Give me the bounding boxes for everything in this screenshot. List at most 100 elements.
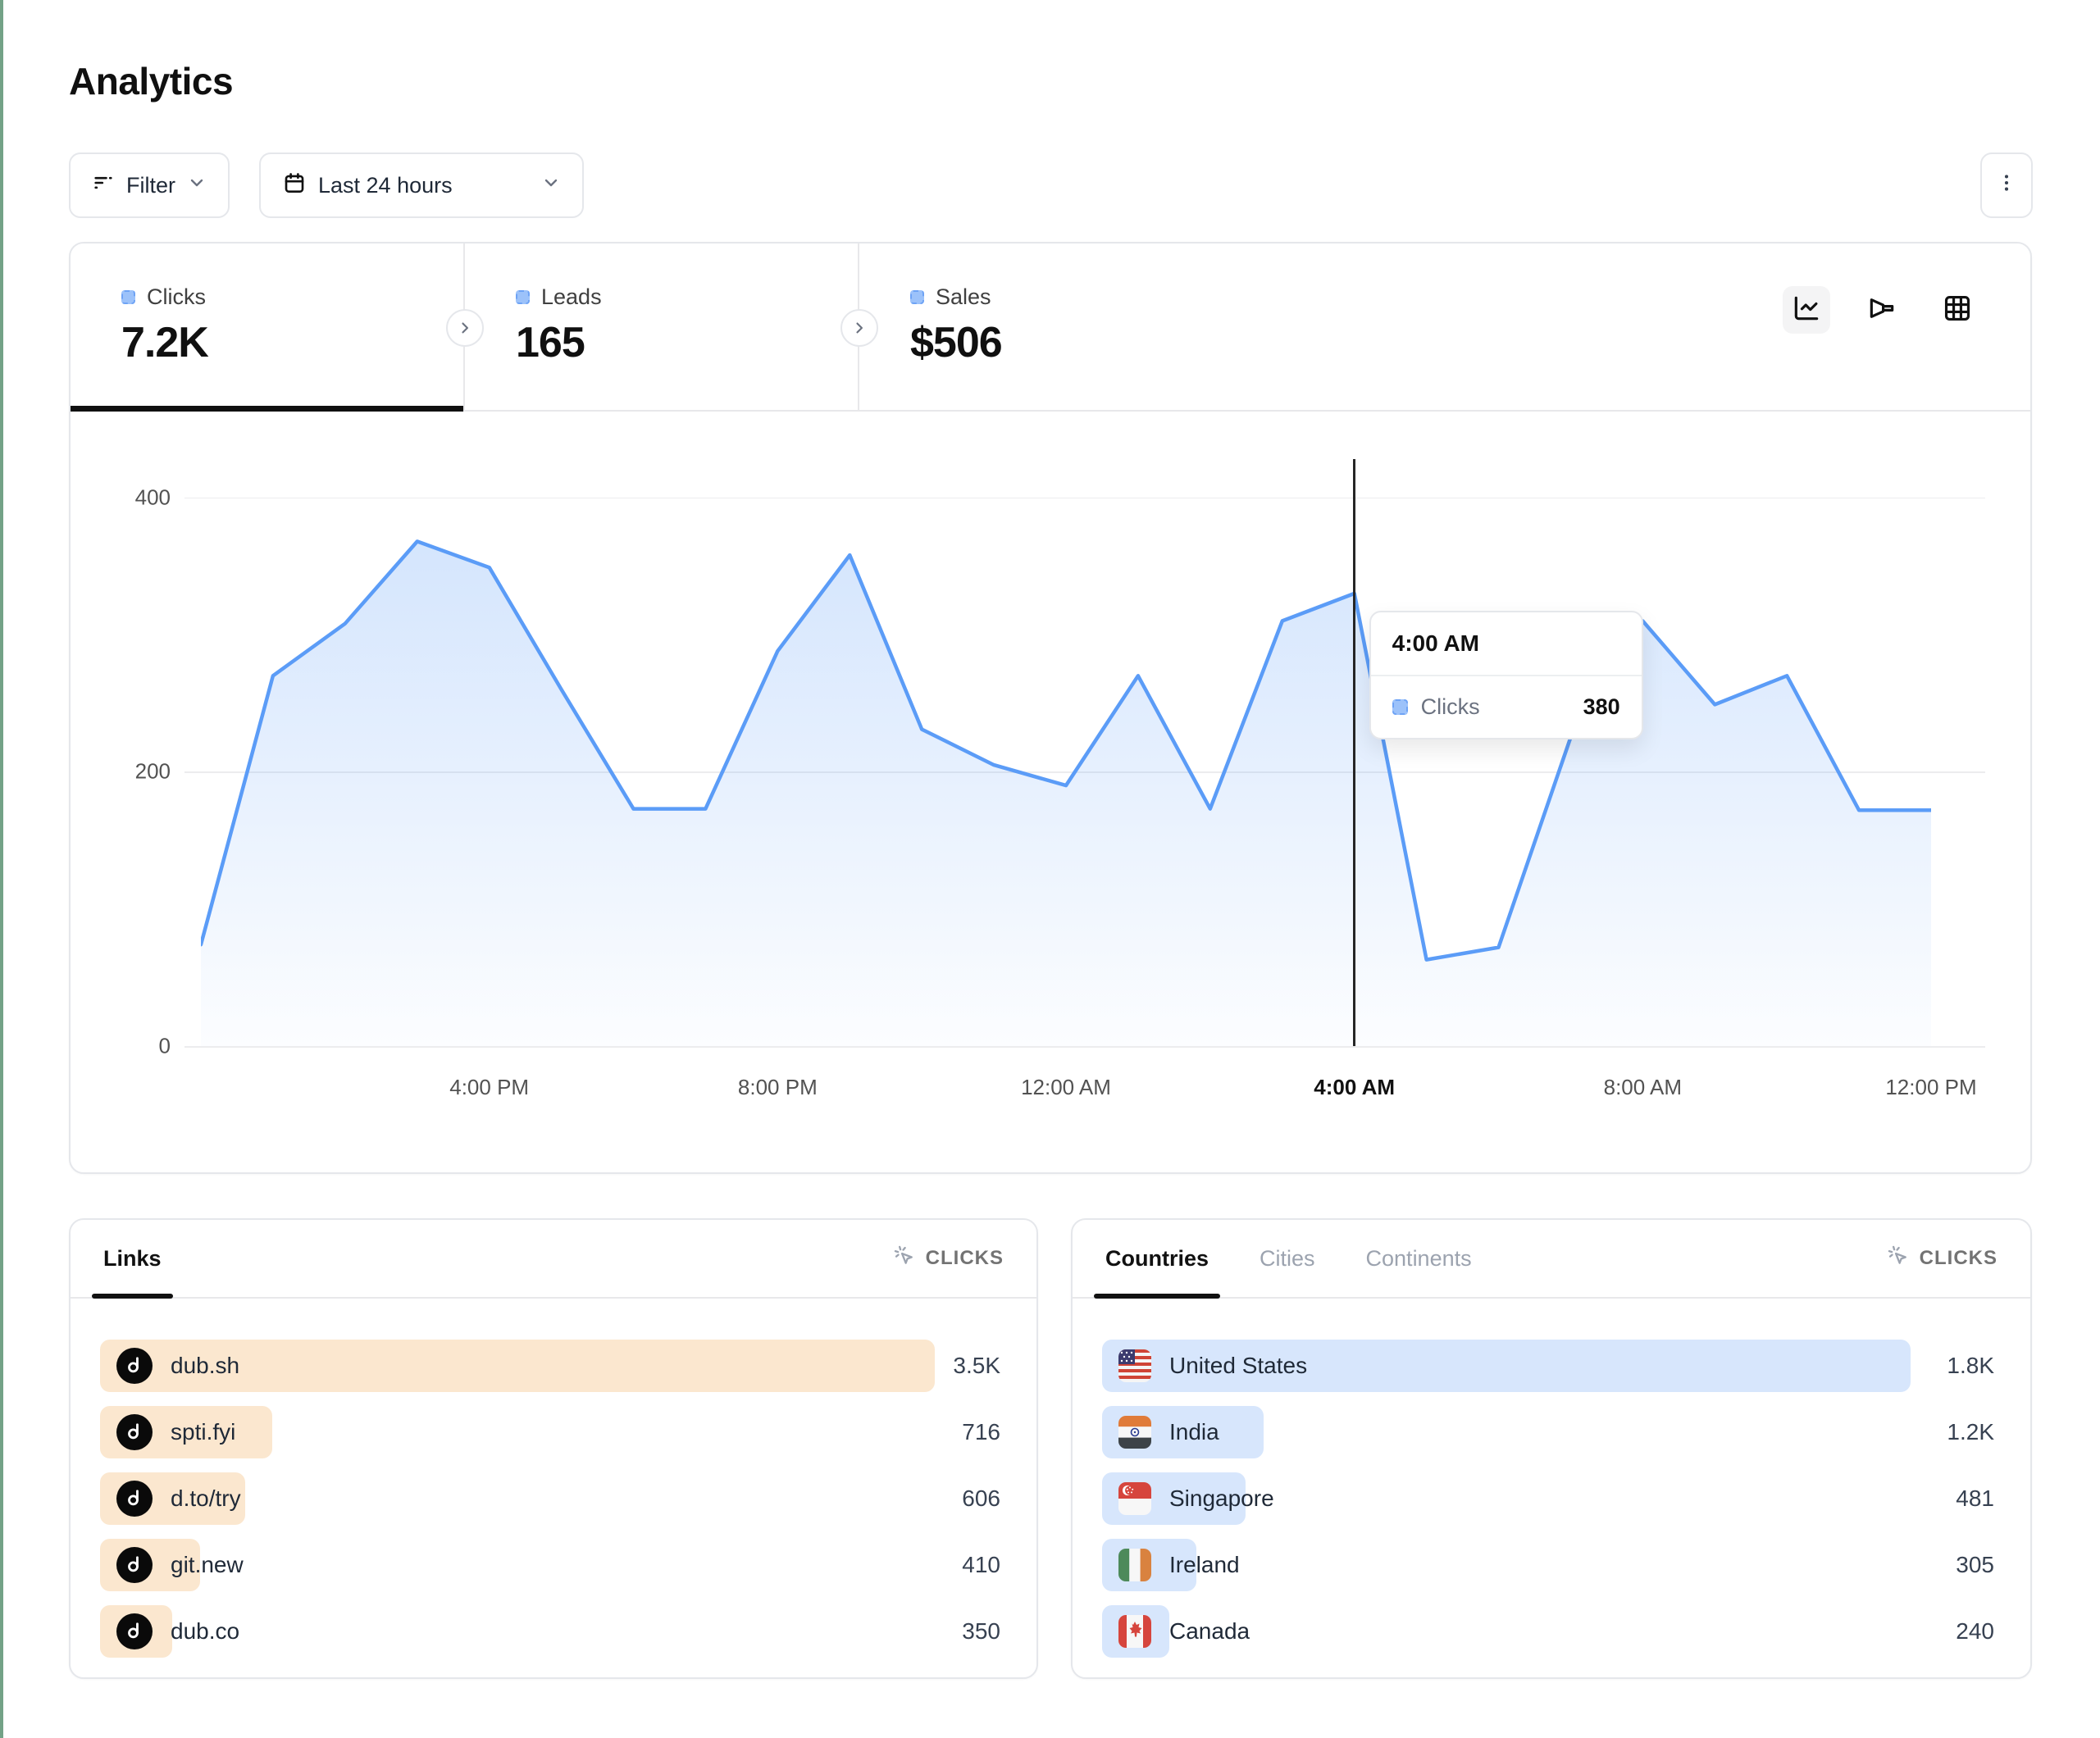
- chart-type-switcher: [1783, 286, 1981, 334]
- chevron-down-icon: [541, 173, 561, 198]
- value-bar: [1102, 1340, 1911, 1392]
- row-value: 410: [962, 1552, 1000, 1577]
- row-label: Singapore: [1169, 1485, 1274, 1511]
- stat-value: 165: [516, 319, 585, 366]
- list-item-dub-sh[interactable]: dub.sh 3.5K: [100, 1340, 1007, 1392]
- row-content: Canada 240: [1102, 1605, 2001, 1658]
- tooltip-time-label: 4:00 AM: [1370, 612, 1642, 676]
- y-axis-tick-label: 400: [134, 485, 171, 510]
- date-range-label: Last 24 hours: [318, 172, 453, 198]
- stat-value: 7.2K: [121, 319, 209, 366]
- tab-continents[interactable]: Continents: [1355, 1220, 1483, 1297]
- list-item-united-states[interactable]: United States 1.8K: [1102, 1340, 2001, 1392]
- stat-divider: [840, 243, 878, 410]
- flag-ie-icon: [1118, 1549, 1151, 1581]
- links-metric-label: CLICKS: [925, 1247, 1004, 1269]
- list-item-d-to-try[interactable]: d.to/try 606: [100, 1472, 1007, 1525]
- list-item-spti-fyi[interactable]: spti.fyi 716: [100, 1406, 1007, 1458]
- list-item-ireland[interactable]: Ireland 305: [1102, 1539, 2001, 1591]
- list-item-india[interactable]: India 1.2K: [1102, 1406, 2001, 1458]
- tab-links-label: Links: [103, 1245, 162, 1271]
- x-axis-tick-label: 8:00 AM: [1603, 1075, 1683, 1099]
- y-axis-tick-label: 200: [134, 758, 171, 784]
- countries-metric-selector[interactable]: CLICKS: [1887, 1244, 1998, 1273]
- chevron-down-icon: [187, 173, 207, 198]
- links-panel: Links CLICKS dub.sh 3.5K spti.fyi 716 d.to…: [69, 1218, 1038, 1679]
- legend-square-icon: [910, 290, 924, 304]
- row-value: 1.2K: [1947, 1419, 1994, 1445]
- stat-divider: [446, 243, 484, 410]
- line-chart-icon: [1791, 293, 1822, 328]
- row-value: 3.5K: [953, 1353, 1000, 1378]
- stat-value: $506: [910, 319, 1003, 366]
- tab-countries-label: Countries: [1105, 1245, 1209, 1271]
- dub-logo-icon: [116, 1547, 153, 1583]
- stats-tab-row: Clicks 7.2K Leads 165 Sales $506: [71, 243, 2030, 412]
- list-item-git-new[interactable]: git.new 410: [100, 1539, 1007, 1591]
- date-range-button[interactable]: Last 24 hours: [259, 152, 584, 218]
- row-label: spti.fyi: [171, 1419, 236, 1445]
- tooltip-series-row: Clicks 380: [1371, 676, 1642, 738]
- stat-label: Clicks: [147, 284, 206, 309]
- row-label: United States: [1169, 1353, 1308, 1378]
- countries-panel: Countries Cities Continents CLICKS United …: [1071, 1218, 2032, 1679]
- list-item-singapore[interactable]: Singapore 481: [1102, 1472, 2001, 1525]
- leads-chip-row: Leads: [516, 284, 858, 310]
- gridline: [184, 497, 1985, 499]
- links-metric-selector[interactable]: CLICKS: [893, 1244, 1004, 1273]
- stat-tab-sales[interactable]: Sales $506: [859, 243, 1252, 410]
- gridline: [184, 1046, 1985, 1048]
- cursor-click-icon: [1887, 1244, 1910, 1273]
- row-value: 481: [1956, 1485, 1994, 1511]
- list-item-dub-co[interactable]: dub.co 350: [100, 1605, 1007, 1658]
- row-content: Singapore 481: [1102, 1472, 2001, 1525]
- tab-cities[interactable]: Cities: [1248, 1220, 1327, 1297]
- row-value: 350: [962, 1618, 1000, 1644]
- funnel-icon: [1866, 293, 1897, 328]
- flag-sg-icon: [1118, 1482, 1151, 1515]
- countries-panel-header: Countries Cities Continents CLICKS: [1073, 1220, 2030, 1299]
- area-chart-canvas[interactable]: [201, 459, 1931, 1046]
- stat-tab-leads[interactable]: Leads 165: [465, 243, 858, 410]
- flag-us-icon: [1118, 1349, 1151, 1382]
- row-label: git.new: [171, 1552, 244, 1577]
- list-item-canada[interactable]: Canada 240: [1102, 1605, 2001, 1658]
- row-value: 305: [1956, 1552, 1994, 1577]
- legend-square-icon: [516, 290, 530, 304]
- dub-logo-icon: [116, 1613, 153, 1649]
- row-content: d.to/try 606: [100, 1472, 1007, 1525]
- stat-tab-clicks[interactable]: Clicks 7.2K: [71, 243, 463, 412]
- chevron-right-icon: [840, 309, 878, 347]
- filter-icon: [92, 171, 115, 200]
- window-edge-strip: [0, 0, 3, 1738]
- tab-countries[interactable]: Countries: [1094, 1220, 1221, 1299]
- x-axis-tick-label: 8:00 PM: [737, 1075, 818, 1099]
- row-value: 240: [1956, 1618, 1994, 1644]
- row-content: India 1.2K: [1102, 1406, 2001, 1458]
- stat-label: Leads: [541, 284, 602, 309]
- tooltip-series-label: Clicks: [1420, 694, 1480, 719]
- countries-metric-label: CLICKS: [1919, 1247, 1998, 1269]
- y-axis-tick-label: 0: [158, 1033, 171, 1058]
- value-bar: [100, 1340, 935, 1392]
- filter-button[interactable]: Filter: [69, 152, 230, 218]
- tab-links[interactable]: Links: [92, 1220, 173, 1299]
- row-label: dub.co: [171, 1618, 240, 1644]
- row-label: dub.sh: [171, 1353, 240, 1378]
- flag-in-icon: [1118, 1416, 1151, 1449]
- row-content: dub.co 350: [100, 1605, 1007, 1658]
- x-axis-tick-label: 12:00 AM: [1021, 1075, 1111, 1099]
- x-axis-tick-label: 4:00 AM: [1314, 1075, 1396, 1099]
- row-value: 606: [962, 1485, 1000, 1511]
- funnel-chart-toggle[interactable]: [1858, 286, 1906, 334]
- stat-label: Sales: [936, 284, 991, 309]
- row-label: Canada: [1169, 1618, 1250, 1644]
- table-view-toggle[interactable]: [1934, 286, 1981, 334]
- more-options-button[interactable]: [1980, 152, 2033, 218]
- chart-tooltip: 4:00 AM Clicks 380: [1369, 611, 1643, 739]
- kebab-menu-icon: [1996, 172, 2017, 199]
- line-chart-toggle[interactable]: [1783, 286, 1830, 334]
- dub-logo-icon: [116, 1414, 153, 1450]
- row-content: United States 1.8K: [1102, 1340, 2001, 1392]
- row-label: India: [1169, 1419, 1219, 1445]
